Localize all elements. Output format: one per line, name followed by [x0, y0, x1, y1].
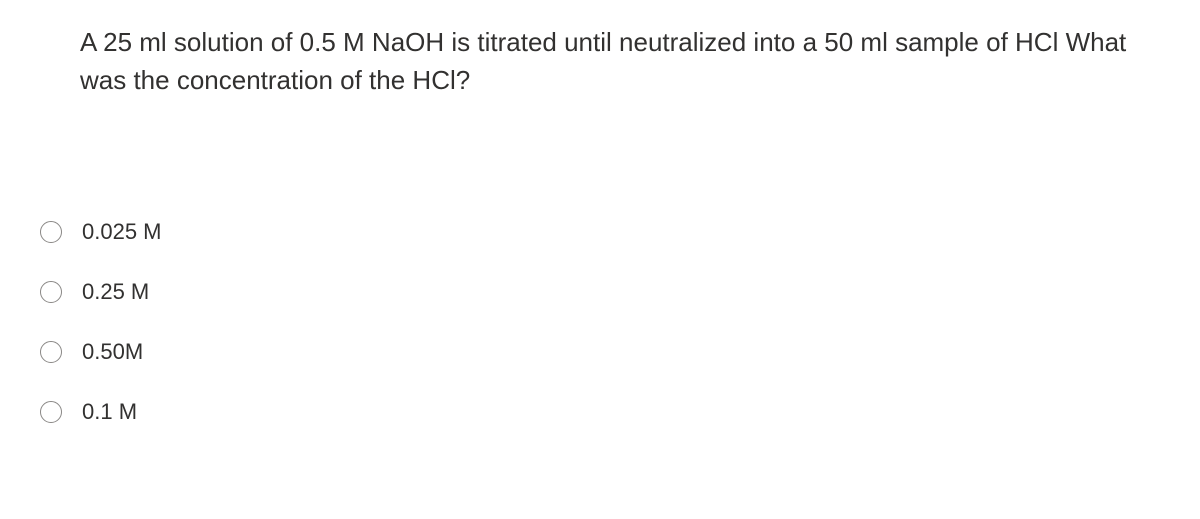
question-text: A 25 ml solution of 0.5 M NaOH is titrat… — [80, 24, 1140, 99]
quiz-container: A 25 ml solution of 0.5 M NaOH is titrat… — [0, 0, 1200, 465]
radio-icon[interactable] — [40, 281, 62, 303]
option-label-1: 0.25 M — [82, 279, 149, 305]
option-2[interactable]: 0.50M — [40, 339, 1140, 365]
radio-icon[interactable] — [40, 341, 62, 363]
option-1[interactable]: 0.25 M — [40, 279, 1140, 305]
option-0[interactable]: 0.025 M — [40, 219, 1140, 245]
option-label-3: 0.1 M — [82, 399, 137, 425]
option-label-0: 0.025 M — [82, 219, 162, 245]
option-3[interactable]: 0.1 M — [40, 399, 1140, 425]
options-group: 0.025 M 0.25 M 0.50M 0.1 M — [40, 219, 1140, 425]
radio-icon[interactable] — [40, 401, 62, 423]
option-label-2: 0.50M — [82, 339, 143, 365]
radio-icon[interactable] — [40, 221, 62, 243]
